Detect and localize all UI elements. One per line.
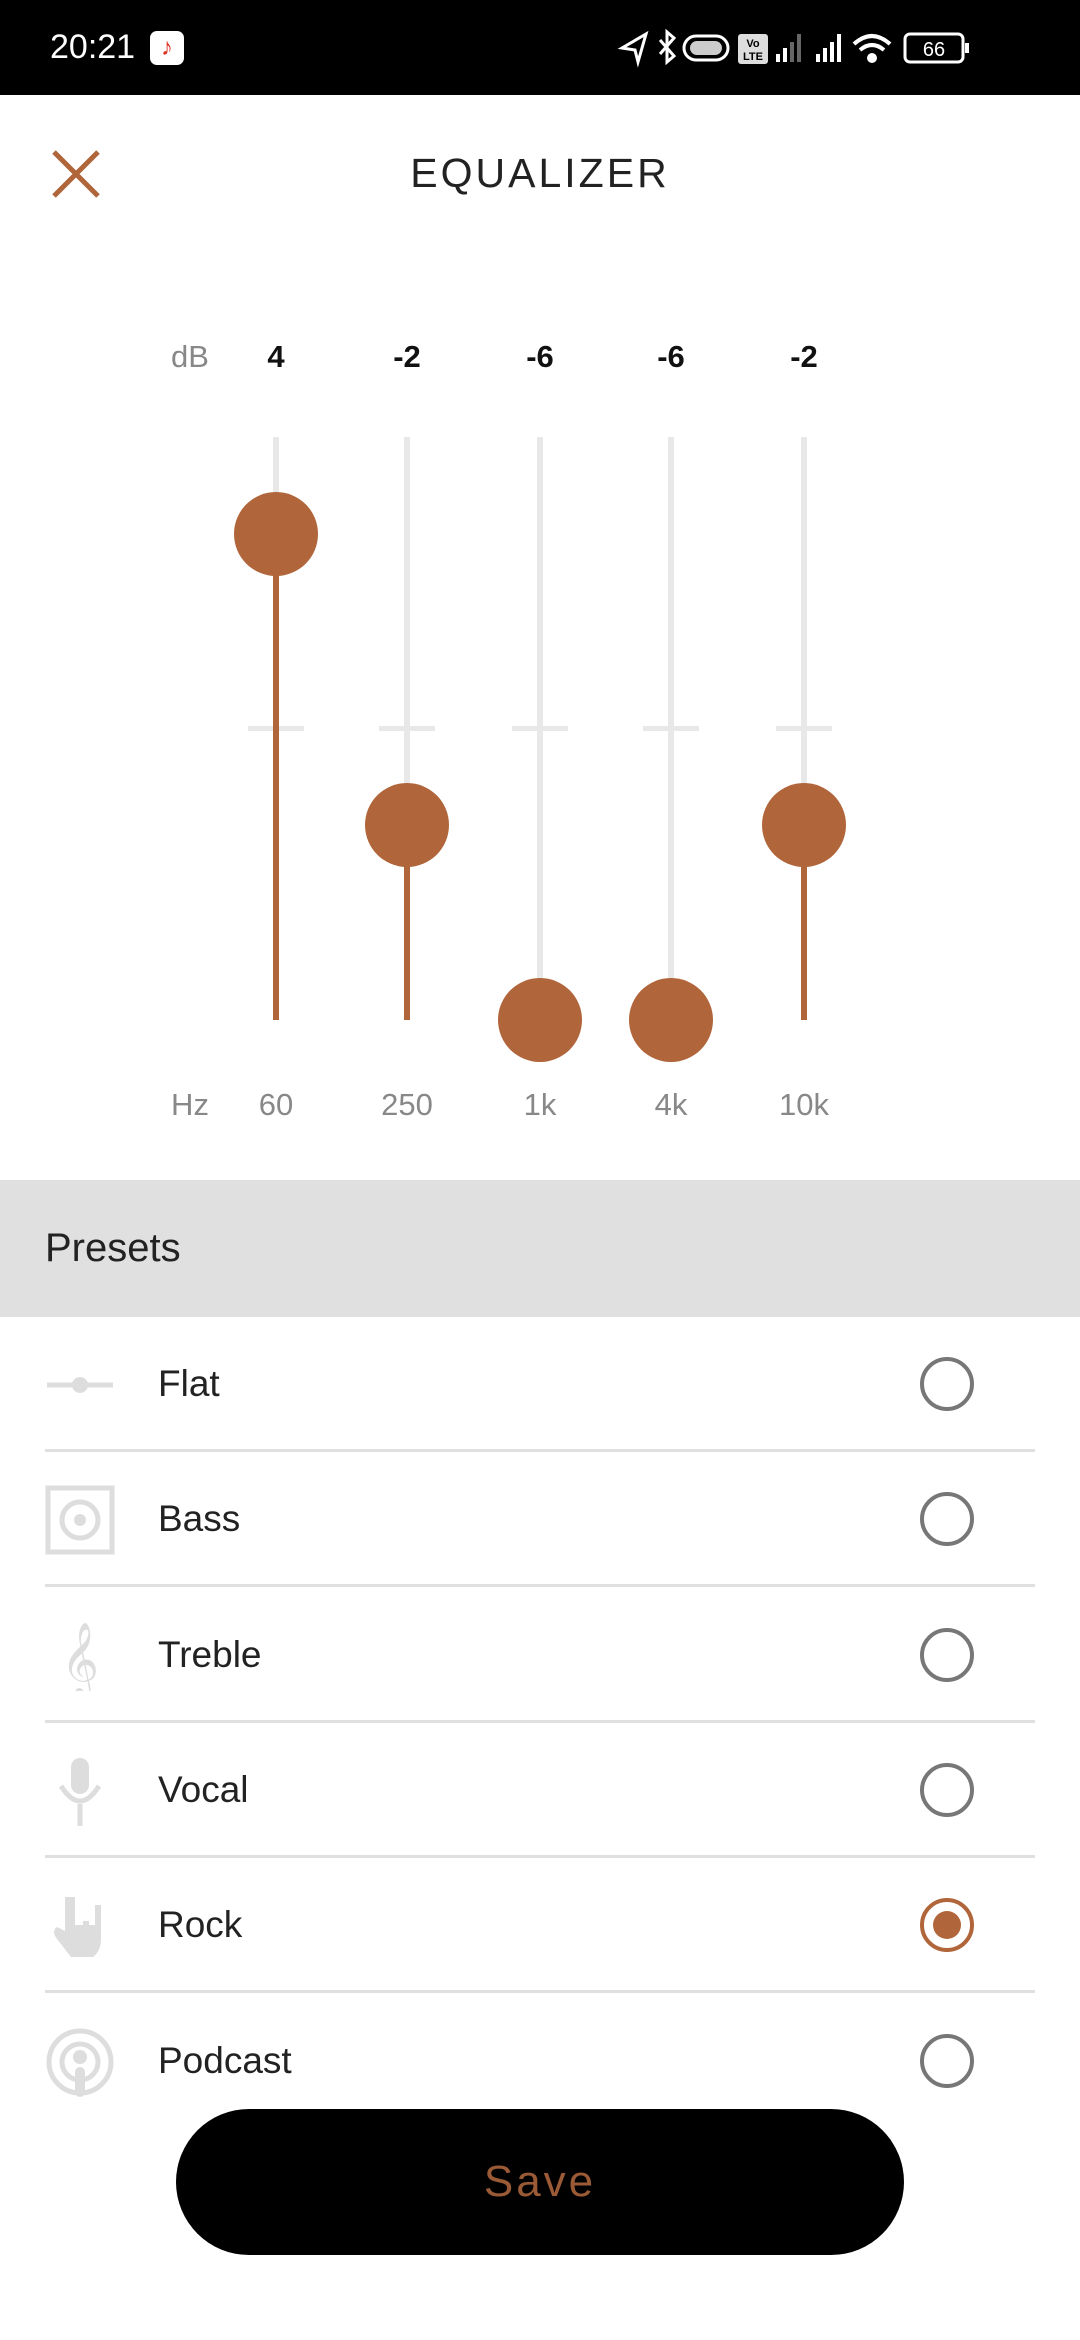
- page-title: EQUALIZER: [410, 150, 670, 196]
- svg-text:LTE: LTE: [743, 51, 763, 63]
- status-bar: 20:21 ♪ Vo LTE 66: [0, 0, 1080, 95]
- treble-clef-icon: 𝄞: [61, 1623, 99, 1691]
- band-slider-knob[interactable]: [762, 783, 846, 868]
- preset-label: Vocal: [158, 1768, 249, 1810]
- status-icons: Vo LTE 66: [617, 28, 969, 68]
- band-slider-knob[interactable]: [498, 977, 582, 1062]
- battery-icon: 66: [903, 32, 969, 64]
- music-app-icon: ♪: [150, 31, 184, 65]
- band-frequency-label: 1k: [523, 1087, 557, 1122]
- location-icon: [617, 30, 649, 68]
- band-frequency-label: 250: [381, 1087, 433, 1122]
- preset-radio[interactable]: [920, 1357, 974, 1411]
- wifi-icon: [852, 34, 892, 63]
- preset-radio[interactable]: [920, 1627, 974, 1682]
- preset-label: Podcast: [158, 2039, 292, 2081]
- slider-icon: [47, 1377, 113, 1393]
- podcast-icon: [46, 2028, 114, 2097]
- band-slider-knob[interactable]: [365, 783, 449, 868]
- preset-item[interactable]: 𝄞 Treble: [0, 1588, 1080, 1723]
- zero-tick: [379, 726, 435, 731]
- band-gain-label: -6: [526, 339, 554, 374]
- db-unit-label: dB: [171, 339, 209, 374]
- close-icon[interactable]: [50, 148, 102, 200]
- preset-radio[interactable]: [920, 1492, 974, 1547]
- volte-icon: [738, 34, 768, 64]
- zero-tick: [643, 726, 699, 731]
- svg-text:Vo: Vo: [746, 38, 760, 50]
- zero-tick: [512, 726, 568, 731]
- microphone-icon: [58, 1757, 102, 1826]
- zero-tick: [776, 726, 832, 731]
- svg-text:𝄞: 𝄞: [61, 1623, 99, 1691]
- preset-radio[interactable]: [920, 1898, 974, 1953]
- preset-item[interactable]: Podcast: [0, 1994, 1080, 2129]
- divider: [45, 1990, 1035, 1994]
- divider: [45, 1449, 1035, 1452]
- speaker-icon: [45, 1485, 115, 1555]
- signal-icon-2: [816, 34, 841, 62]
- preset-radio[interactable]: [920, 2033, 974, 2088]
- signal-icon-1: [776, 34, 801, 62]
- band-slider-knob[interactable]: [234, 491, 318, 576]
- preset-item[interactable]: Bass: [0, 1452, 1080, 1588]
- divider: [45, 1719, 1035, 1723]
- band-slider-fill: [404, 825, 410, 1020]
- clock: 20:21: [50, 28, 136, 66]
- band-gain-label: -2: [393, 339, 421, 374]
- preset-label: Bass: [158, 1498, 241, 1540]
- band-frequency-label: 10k: [779, 1087, 829, 1122]
- preset-item[interactable]: Vocal: [0, 1723, 1080, 1858]
- svg-text:66: 66: [923, 39, 945, 61]
- vibrate-icon: [682, 34, 730, 62]
- band-slider-knob[interactable]: [629, 977, 713, 1062]
- preset-label: Flat: [158, 1363, 220, 1404]
- hz-unit-label: Hz: [171, 1087, 209, 1122]
- band-slider-fill: [801, 825, 807, 1020]
- preset-label: Rock: [158, 1904, 243, 1946]
- save-button[interactable]: Save: [176, 2109, 904, 2255]
- preset-radio[interactable]: [920, 1762, 974, 1817]
- preset-label: Treble: [158, 1633, 262, 1675]
- divider: [45, 1854, 1035, 1858]
- band-gain-label: -6: [657, 339, 685, 374]
- preset-item[interactable]: Flat: [0, 1317, 1080, 1452]
- presets-title: Presets: [45, 1226, 181, 1270]
- band-frequency-label: 4k: [654, 1087, 688, 1122]
- band-gain-label: -2: [790, 339, 818, 374]
- band-gain-label: 4: [267, 339, 285, 374]
- rock-hand-icon: [54, 1897, 101, 1958]
- divider: [45, 1584, 1035, 1588]
- presets-header: Presets: [0, 1180, 1080, 1317]
- bluetooth-icon: [658, 28, 677, 66]
- preset-item[interactable]: Rock: [0, 1858, 1080, 1994]
- band-slider-fill: [273, 533, 279, 1020]
- band-frequency-label: 60: [258, 1087, 294, 1122]
